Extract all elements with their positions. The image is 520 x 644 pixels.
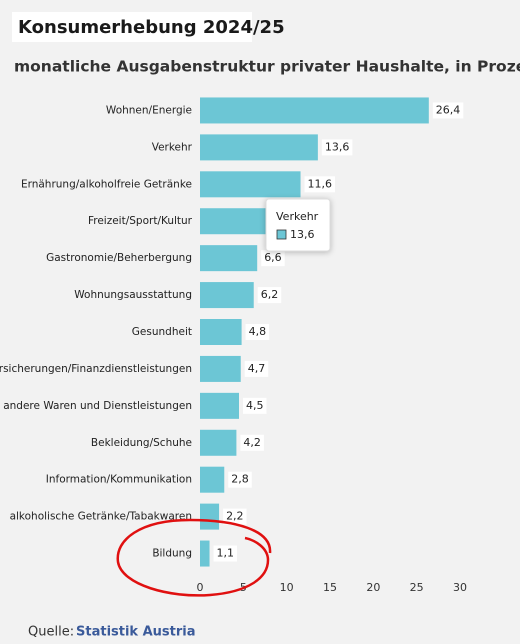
tooltip-value: 13,6 [290,228,315,241]
bar [200,282,254,309]
value-label-bg [321,139,353,156]
bar [200,355,241,382]
bar [200,97,429,124]
value-label-bg [240,434,264,451]
y-tick-label: Ernährung/alkoholfreie Getränke [21,178,192,190]
value-label-bg [432,102,464,119]
value-label: 13,6 [325,140,350,153]
value-label-bg [257,287,282,304]
source-name: Statistik Austria [76,625,196,640]
x-tick-label: 25 [410,581,424,594]
value-label: 4,2 [243,436,261,449]
bar [200,503,220,530]
tooltip-box [265,198,331,252]
y-tick-label: Versicherungen/Finanzdienstleistungen [0,363,192,375]
y-tick-label: Wohnen/Energie [106,104,192,116]
value-label-bg [244,360,269,377]
value-label-bg [261,250,285,267]
x-tick-label: 0 [197,581,204,594]
bar [200,245,258,272]
bar [200,392,239,419]
value-label: 11,6 [308,177,333,190]
y-tick-label: Bekleidung/Schuhe [91,437,192,449]
value-label-bg [213,545,238,562]
y-tick-label: alkoholische Getränke/Tabakwaren [10,511,192,523]
x-tick-label: 30 [453,581,467,594]
value-label: 26,4 [436,103,461,116]
source-label: Quelle: [28,625,74,640]
bar [200,429,237,456]
chart-subtitle: monatliche Ausgabenstruktur privater Hau… [14,58,520,76]
y-tick-label: Bildung [152,548,192,560]
x-tick-label: 20 [366,581,380,594]
x-tick-label: 10 [280,581,294,594]
value-label: 2,2 [226,510,244,523]
tooltip-category: Verkehr [276,210,319,223]
y-tick-label: Gastronomie/Beherbergung [46,252,192,264]
value-label: 6,2 [261,288,279,301]
y-tick-label: andere Waren und Dienstleistungen [3,400,192,412]
y-tick-label: Freizeit/Sport/Kultur [88,215,193,227]
value-label-bg [228,471,252,488]
value-label-bg [245,324,270,340]
value-label: 4,5 [246,399,264,412]
y-tick-label: Verkehr [152,141,193,153]
y-tick-label: Information/Kommunikation [46,474,192,486]
value-label: 4,8 [249,325,267,338]
y-tick-label: Wohnungsausstattung [74,289,192,301]
chart-title: Konsumerhebung 2024/25 [18,17,285,38]
bar [200,171,301,198]
value-label: 1,1 [217,547,235,560]
x-tick-label: 15 [323,581,337,594]
annotation-circle [116,518,272,597]
bar [200,540,210,567]
tooltip: Verkehr 13,6 [265,198,331,252]
title-box [12,12,252,42]
bar [200,319,242,345]
value-label: 2,8 [231,473,249,486]
value-label: 4,7 [248,362,266,375]
value-label-bg [223,508,247,525]
y-tick-label: Gesundheit [132,326,192,338]
bar [200,466,225,493]
value-label: 6,6 [264,251,282,264]
value-label-bg [304,176,336,193]
bar [200,134,318,161]
value-label-bg [243,397,267,414]
tooltip-swatch [276,229,287,240]
